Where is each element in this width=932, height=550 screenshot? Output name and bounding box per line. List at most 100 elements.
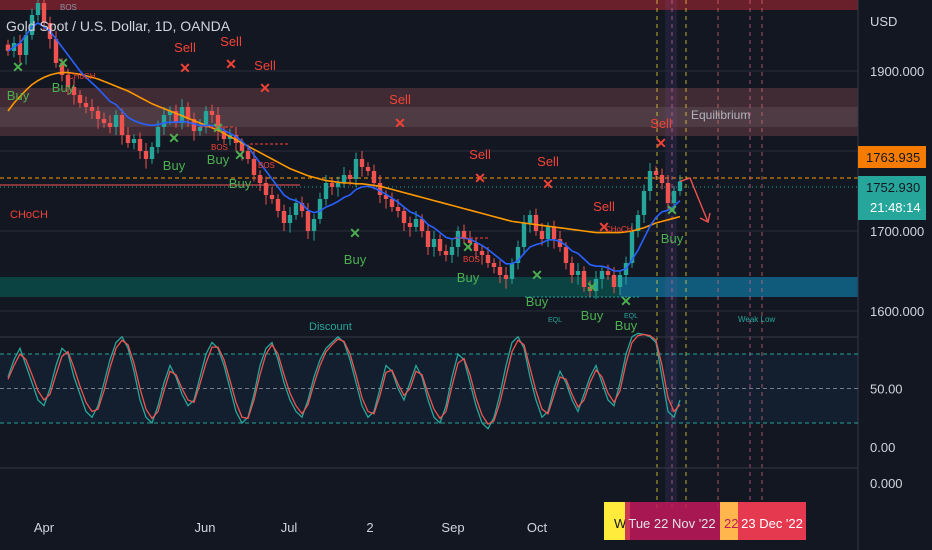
price-tag-orange (858, 146, 926, 168)
projection-arrowhead (699, 212, 711, 224)
sell-label-7: Sell (650, 116, 672, 131)
candle (143, 151, 149, 159)
premium-zone (0, 88, 858, 136)
candle (149, 147, 155, 159)
candle (353, 159, 359, 179)
candle (35, 3, 41, 15)
candle (377, 183, 383, 195)
candle (83, 103, 89, 107)
candle (575, 271, 581, 275)
candle (335, 183, 341, 187)
candle (677, 181, 683, 191)
candle (95, 111, 101, 119)
flag-date-2 (738, 502, 806, 540)
candle (371, 171, 377, 183)
candle (269, 195, 275, 199)
stoch-tick-label: 50.00 (870, 382, 903, 397)
candle (449, 247, 455, 255)
zone-layer (0, 0, 858, 510)
sell-marker-6: ✕ (598, 219, 610, 235)
candle (257, 175, 263, 183)
candle (287, 215, 293, 223)
y-tick-label: 1700.000 (870, 224, 924, 239)
candle (329, 183, 335, 187)
choch-label-top: CHoCH (68, 72, 96, 81)
sell-label-4: Sell (469, 147, 491, 162)
buy-label-0: Buy (7, 88, 30, 103)
candle (497, 267, 503, 275)
stoch-tick-label: 0.00 (870, 440, 895, 455)
price-tag-teal (858, 176, 926, 220)
candle (509, 263, 515, 279)
countdown-text: 21:48:14 (870, 200, 921, 215)
candle (503, 275, 509, 279)
highlight-band (665, 0, 677, 510)
annotation-layer: BOS CHoCH BOS BOS CHoCH BOS CHoCH Equilibrium Di… (10, 3, 775, 333)
choch-label-left: CHoCH (10, 209, 48, 221)
candle (155, 127, 161, 147)
candle (611, 275, 617, 287)
y-tick-label: 1900.000 (870, 64, 924, 79)
candle (359, 159, 365, 167)
candle (347, 175, 353, 179)
candle (299, 203, 305, 211)
sell-label-0: Sell (174, 40, 196, 55)
x-tick-label: Sep (441, 520, 464, 535)
candle (221, 131, 227, 139)
candle (635, 215, 641, 231)
ema-orange-line (7, 71, 681, 234)
candle (173, 111, 179, 123)
candle (599, 271, 605, 279)
sell-label-6: Sell (593, 199, 615, 214)
weak-low-label: Weak Low (738, 315, 775, 324)
buy-label-7: Buy (526, 294, 549, 309)
sell-label-1: Sell (220, 34, 242, 49)
candle (539, 231, 545, 239)
candle (77, 95, 83, 103)
buy-marker-7: ✕ (531, 267, 543, 283)
candle (245, 151, 251, 159)
candle (491, 263, 497, 267)
candle (647, 171, 653, 191)
candle (605, 271, 611, 275)
candle (305, 211, 311, 231)
candle (53, 39, 59, 63)
candle (365, 167, 371, 171)
candle (167, 111, 173, 115)
candle (557, 239, 563, 247)
buy-label-3: Buy (207, 152, 230, 167)
candle (383, 195, 389, 199)
x-tick-label: Apr (34, 520, 55, 535)
candle (473, 243, 479, 251)
candle (479, 251, 485, 255)
candle (671, 191, 677, 203)
candle (461, 231, 467, 239)
candle (125, 135, 131, 143)
buy-label-2: Buy (163, 158, 186, 173)
equilibrium-label: Equilibrium (691, 108, 750, 122)
candle (191, 119, 197, 131)
candle (551, 227, 557, 239)
flag-date-1 (625, 502, 720, 540)
flag-date-2-text: 23 Dec '22 (741, 516, 803, 531)
candle (239, 143, 245, 151)
candle (59, 63, 65, 75)
buy-marker-4: ✕ (234, 147, 246, 163)
buy-marker-0: ✕ (12, 59, 24, 75)
price-tag-orange-text: 1763.935 (866, 150, 920, 165)
candle (17, 43, 23, 55)
buy-label-9: Buy (615, 318, 638, 333)
candle (419, 219, 425, 231)
x-tick-label: Jul (281, 520, 298, 535)
sell-marker-0: ✕ (179, 60, 191, 76)
candle (41, 3, 47, 23)
price-tag-teal-text: 1752.930 (866, 180, 920, 195)
candle (467, 239, 473, 243)
candle (251, 159, 257, 175)
candle (317, 199, 323, 219)
currency-label: USD (870, 14, 897, 29)
bos-label-top: BOS (60, 3, 77, 12)
flag-mid (720, 502, 740, 540)
signal-layer: ✕ Buy ✕ Buy ✕ Buy ✕ Buy ✕ Buy ✕ Buy ✕ Buy ✕ Buy ✕ Buy ✕ Buy… (7, 34, 684, 333)
